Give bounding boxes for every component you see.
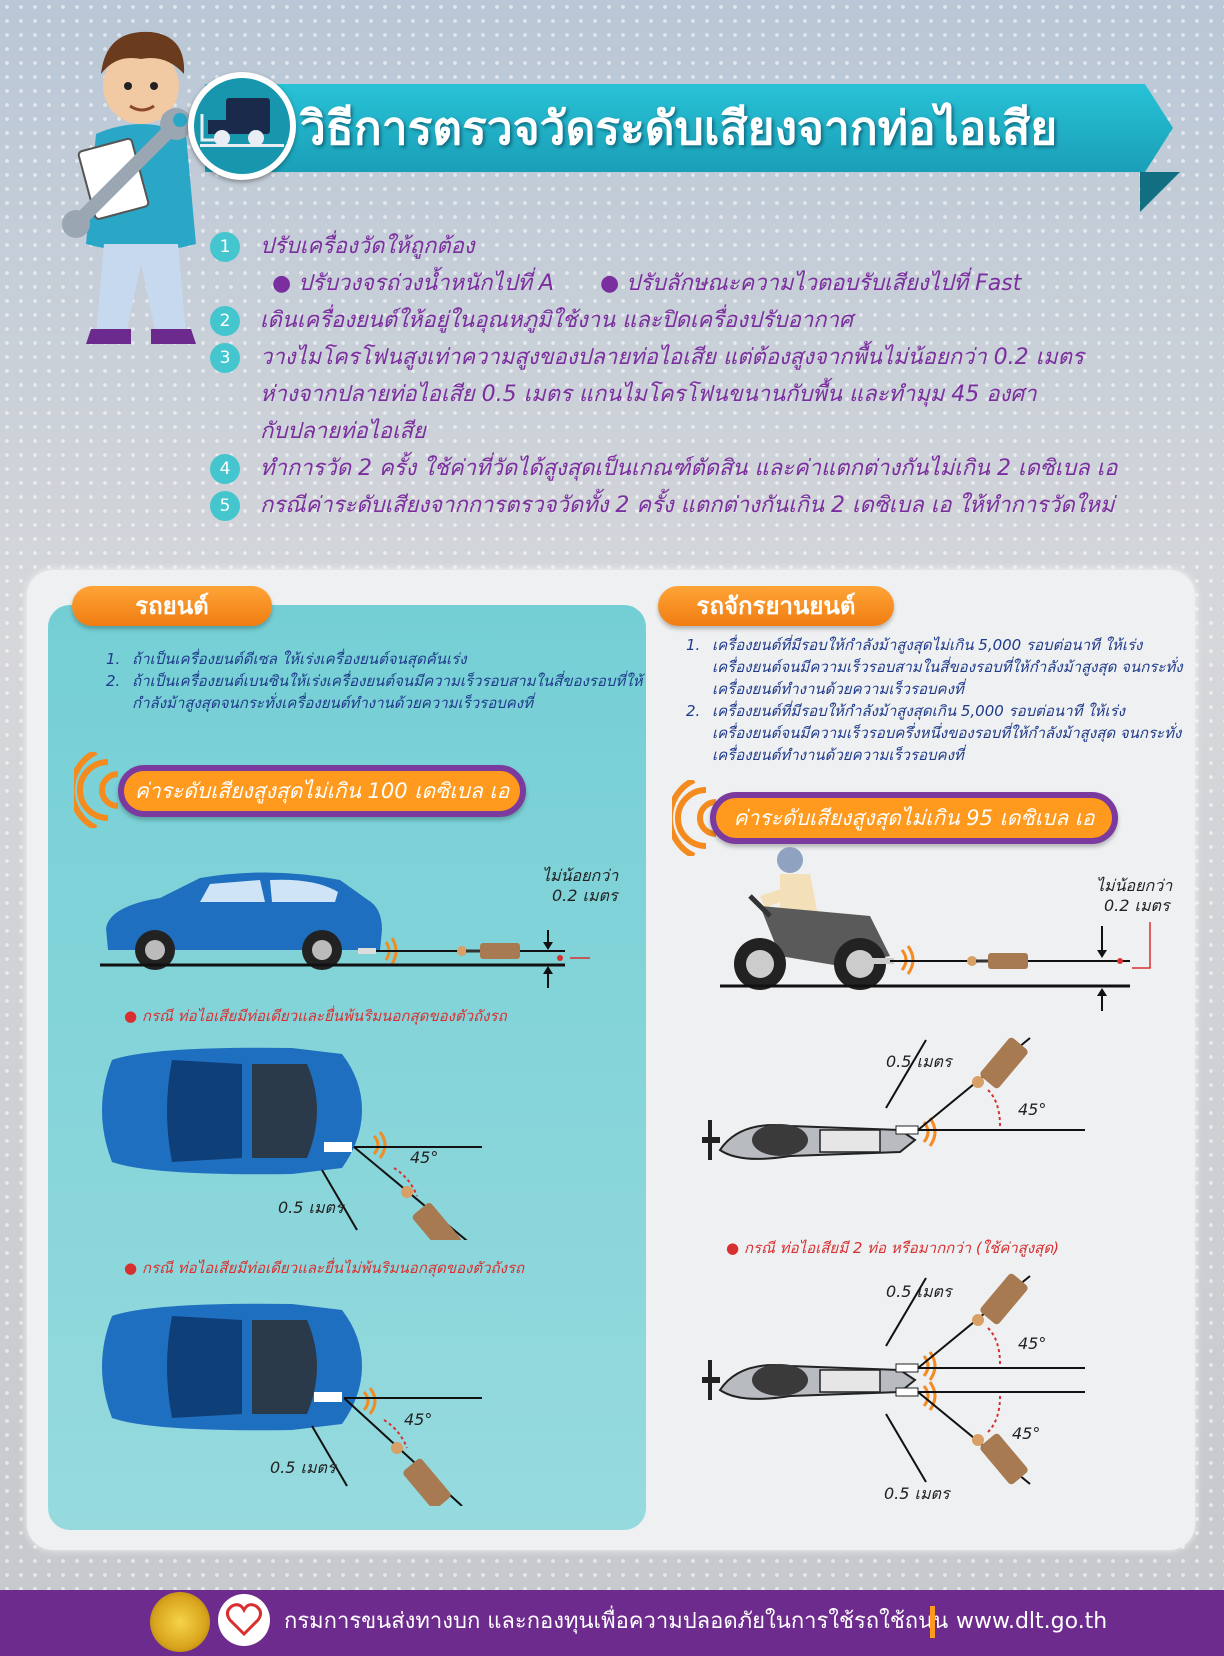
moto-height-label-1: ไม่น้อยกว่า <box>1096 876 1173 895</box>
moto-angle-label-2b: 45° <box>1012 1424 1041 1443</box>
step-3: 3 วางไมโครโฟนสูงเท่าความสูงของปลายท่อไอเ… <box>210 339 1170 450</box>
footer-website-link[interactable]: www.dlt.go.th <box>956 1609 1108 1634</box>
mechanic-illustration <box>62 31 196 344</box>
car-height-label-2: 0.2 เมตร <box>552 886 618 905</box>
dlt-seal-logo <box>150 1592 210 1652</box>
step-text: วางไมโครโฟนสูงเท่าความสูงของปลายท่อไอเสี… <box>260 345 1084 370</box>
item-number: 1. <box>686 636 701 654</box>
measurement-icon <box>188 72 296 180</box>
car-case-2-note: ● กรณี ท่อไอเสียมีท่อเดียวและยื่นไม่พ้นร… <box>124 1259 525 1277</box>
car-height-label-1: ไม่น้อยกว่า <box>542 866 619 885</box>
step-text-line-3: กับปลายท่อไอเสีย <box>260 419 426 444</box>
step-number: 1 <box>210 232 240 262</box>
item-number: 2. <box>106 672 121 690</box>
moto-heading: รถจักรยานยนต์ <box>658 586 894 626</box>
car-distance-label-2: 0.5 เมตร <box>270 1458 336 1477</box>
motorcycle-side-diagram <box>720 847 1151 1011</box>
list-item: 1. ถ้าเป็นเครื่องยนต์ดีเซล ให้เร่งเครื่อง… <box>106 648 646 670</box>
moto-distance-label-1: 0.5 เมตร <box>886 1052 952 1071</box>
car-angle-label-1: 45° <box>410 1148 439 1167</box>
moto-angle-label-1: 45° <box>1018 1100 1047 1119</box>
list-item: 2. เครื่องยนต์ที่มีรอบให้กำลังม้าสูงสุดเก… <box>686 700 1186 766</box>
list-item: 1. เครื่องยนต์ที่มีรอบให้กำลังม้าสูงสุดไม… <box>686 634 1186 700</box>
car-angle-label-2: 45° <box>404 1410 433 1429</box>
step-text-line-2: ห่างจากปลายท่อไอเสีย 0.5 เมตร แกนไมโครโฟ… <box>260 382 1037 407</box>
car-top-diagram-2 <box>102 1303 482 1506</box>
car-instructions: 1. ถ้าเป็นเครื่องยนต์ดีเซล ให้เร่งเครื่อง… <box>106 648 646 714</box>
footer-separator <box>930 1606 935 1638</box>
moto-instructions: 1. เครื่องยนต์ที่มีรอบให้กำลังม้าสูงสุดไม… <box>686 634 1186 766</box>
step-number: 4 <box>210 454 240 484</box>
item-number: 2. <box>686 702 701 720</box>
step-text: เดินเครื่องยนต์ให้อยู่ในอุณหภูมิใช้งาน แ… <box>260 308 853 333</box>
steps-list: 1 ปรับเครื่องวัดให้ถูกต้อง ● ปรับวงจรถ่ว… <box>210 228 1170 524</box>
moto-angle-label-2a: 45° <box>1018 1334 1047 1353</box>
step-number: 3 <box>210 343 240 373</box>
step-number: 5 <box>210 491 240 521</box>
car-limit-badge: ค่าระดับเสียงสูงสุดไม่เกิน 100 เดซิเบล เ… <box>118 765 526 817</box>
title-banner <box>205 84 1173 172</box>
list-item: 2. ถ้าเป็นเครื่องยนต์เบนซินให้เร่งเครื่อง… <box>106 670 646 714</box>
motorcycle-top-diagram-2 <box>702 1273 1085 1485</box>
road-safety-fund-logo <box>218 1594 270 1646</box>
moto-distance-label-2b: 0.5 เมตร <box>884 1484 950 1503</box>
motorcycle-top-diagram-1 <box>702 1037 1085 1160</box>
moto-limit-badge: ค่าระดับเสียงสูงสุดไม่เกิน 95 เดซิเบล เอ <box>710 792 1118 844</box>
moto-height-label-2: 0.2 เมตร <box>1104 896 1170 915</box>
footer-org-text: กรมการขนส่งทางบก และกองทุนเพื่อความปลอดภ… <box>284 1609 949 1634</box>
sound-wave-icon <box>672 780 717 856</box>
sub-item: ● ปรับลักษณะความไวตอบรับเสียงไปที่ Fast <box>599 271 1022 296</box>
sub-item: ● ปรับวงจรถ่วงน้ำหนักไปที่ A <box>272 271 554 296</box>
page-title: วิธีการตรวจวัดระดับเสียงจากท่อไอเสีย <box>300 101 1058 155</box>
step-text: กรณีค่าระดับเสียงจากการตรวจวัดทั้ง 2 ครั… <box>260 493 1115 518</box>
step-5: 5 กรณีค่าระดับเสียงจากการตรวจวัดทั้ง 2 ค… <box>210 487 1170 524</box>
moto-distance-label-2a: 0.5 เมตร <box>886 1282 952 1301</box>
item-text: เครื่องยนต์ที่มีรอบให้กำลังม้าสูงสุดเกิน… <box>712 702 1182 764</box>
moto-case-note: ● กรณี ท่อไอเสียมี 2 ท่อ หรือมากกว่า (ใช… <box>726 1239 1059 1257</box>
banner-fold <box>1140 172 1180 212</box>
step-4: 4 ทำการวัด 2 ครั้ง ใช้ค่าที่วัดได้สูงสุด… <box>210 450 1170 487</box>
car-case-1-note: ● กรณี ท่อไอเสียมีท่อเดียวและยื่นพ้นริมน… <box>124 1007 507 1025</box>
step-text: ปรับเครื่องวัดให้ถูกต้อง <box>260 234 475 259</box>
car-heading: รถยนต์ <box>72 586 272 626</box>
car-top-diagram-1 <box>102 1047 482 1240</box>
item-text: เครื่องยนต์ที่มีรอบให้กำลังม้าสูงสุดไม่เ… <box>712 636 1183 698</box>
item-text: ถ้าเป็นเครื่องยนต์ดีเซล ให้เร่งเครื่องยน… <box>132 650 467 668</box>
step-sub-items: ● ปรับวงจรถ่วงน้ำหนักไปที่ A ● ปรับลักษณ… <box>260 265 1170 302</box>
step-number: 2 <box>210 306 240 336</box>
step-1: 1 ปรับเครื่องวัดให้ถูกต้อง ● ปรับวงจรถ่ว… <box>210 228 1170 302</box>
car-side-diagram <box>100 872 590 988</box>
step-2: 2 เดินเครื่องยนต์ให้อยู่ในอุณหภูมิใช้งาน… <box>210 302 1170 339</box>
step-text: ทำการวัด 2 ครั้ง ใช้ค่าที่วัดได้สูงสุดเป… <box>260 456 1118 481</box>
item-number: 1. <box>106 650 121 668</box>
item-text: ถ้าเป็นเครื่องยนต์เบนซินให้เร่งเครื่องยน… <box>132 672 643 712</box>
car-distance-label-1: 0.5 เมตร <box>278 1198 344 1217</box>
sound-wave-icon <box>74 752 119 828</box>
